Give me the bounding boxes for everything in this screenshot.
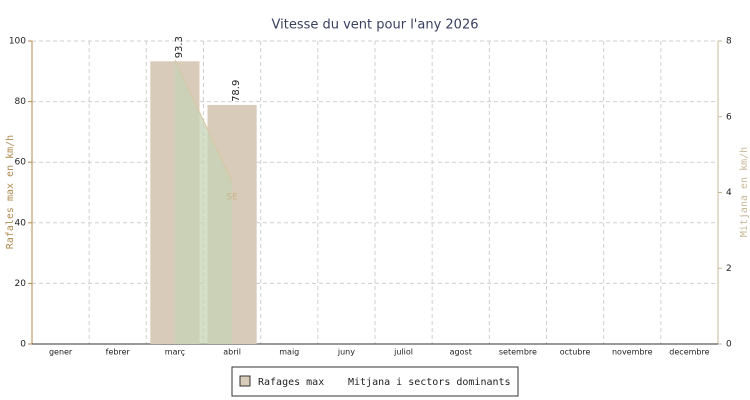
- x-tick-label: maig: [279, 348, 299, 357]
- y2-tick-label: 2: [726, 264, 732, 274]
- y-tick-label: 20: [15, 279, 27, 289]
- x-tick-label: decembre: [669, 348, 709, 357]
- y2-tick-label: 0: [726, 340, 732, 350]
- sector-label: SE: [226, 193, 238, 203]
- x-tick-label: febrer: [106, 348, 131, 357]
- x-tick-label: juliol: [393, 348, 413, 357]
- mean-line: [174, 59, 233, 182]
- x-tick-label: juny: [337, 348, 355, 357]
- y-tick-label: 100: [9, 37, 26, 47]
- x-tick-label: agost: [450, 348, 472, 357]
- legend-label: Rafages max: [258, 377, 324, 388]
- x-tick-label: octubre: [560, 348, 591, 357]
- y-tick-label: 60: [15, 158, 27, 168]
- y-axis-label: Rafales max en km/h: [5, 135, 16, 249]
- x-tick-label: març: [165, 348, 185, 357]
- y-tick-label: 80: [15, 97, 27, 107]
- legend-box: [231, 366, 519, 397]
- y2-tick-label: 8: [726, 37, 732, 47]
- x-tick-label: novembre: [612, 348, 653, 357]
- value-label: 93.3: [174, 36, 185, 58]
- y-tick-label: 0: [20, 340, 26, 350]
- legend-swatch: [239, 375, 251, 387]
- value-label: 78.9: [231, 80, 242, 102]
- legend-label: Mitjana i sectors dominants: [348, 377, 511, 388]
- y-tick-label: 40: [15, 218, 27, 228]
- legend: Rafages max Mitjana i sectors dominants: [231, 366, 519, 397]
- y2-tick-label: 4: [726, 188, 732, 198]
- x-tick-label: setembre: [499, 348, 537, 357]
- x-tick-label: gener: [49, 348, 73, 357]
- chart-title: Vitesse du vent pour l'any 2026: [272, 18, 479, 33]
- x-tick-label: abril: [223, 348, 241, 357]
- mean-area: [174, 59, 233, 344]
- y2-axis-label: Mitjana en km/h: [739, 147, 750, 237]
- y2-tick-label: 6: [726, 112, 732, 122]
